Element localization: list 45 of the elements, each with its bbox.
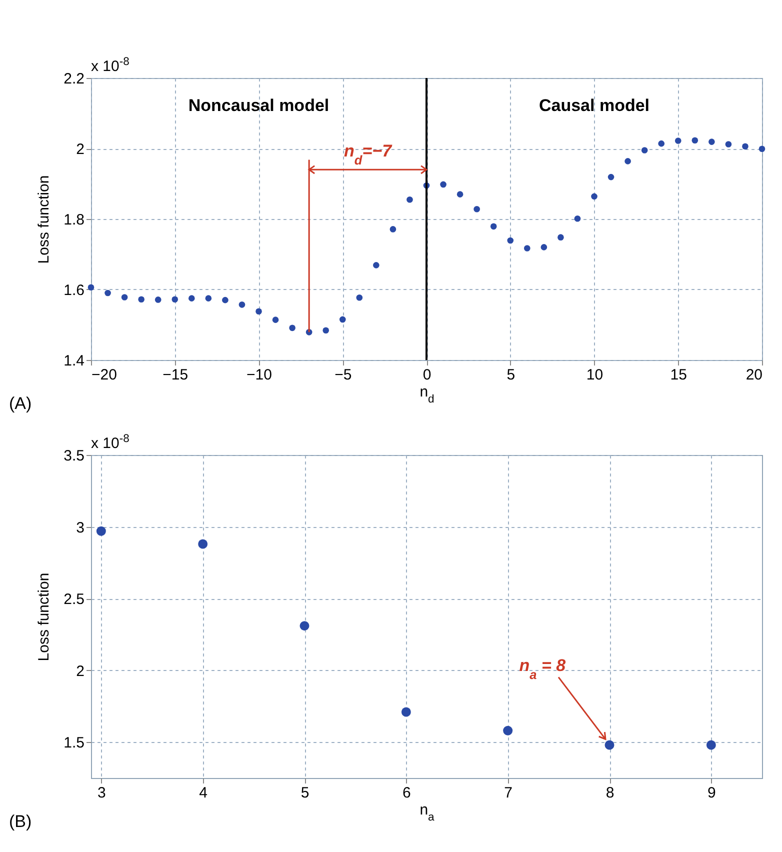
y-axis-title: Loss function	[36, 175, 53, 264]
point	[300, 621, 310, 631]
x-tick-label: 0	[422, 366, 432, 384]
y-tick-label: 3	[76, 519, 84, 536]
x-tick-label: 10	[586, 366, 604, 384]
text: (B)	[9, 812, 32, 831]
x-tick-label: 4	[199, 784, 208, 802]
annotation: n$_{a}$ = 8	[519, 656, 566, 682]
y-tick-label: 1.5	[64, 734, 84, 752]
y-tick-label: 2.5	[64, 591, 84, 608]
point	[401, 707, 411, 717]
x-tick-label: −5	[334, 366, 352, 384]
x-tick-label: 8	[606, 784, 614, 802]
y-tick-label: 1.8	[64, 212, 84, 228]
x-tick-label: −10	[246, 366, 272, 384]
x-tick-label: 5	[300, 784, 310, 802]
point	[706, 740, 716, 750]
x-tick-label: 20	[746, 366, 762, 384]
y-tick-label: 2	[76, 662, 84, 680]
annotation: Causal model	[538, 96, 650, 116]
x-tick-label: 5	[506, 366, 516, 384]
x-tick-label: 7	[504, 784, 513, 802]
x-tick-label: 15	[670, 366, 687, 384]
y-tick-label: 3.5	[64, 448, 84, 464]
x-tick-label: 3	[97, 784, 106, 802]
x-tick-label: 6	[402, 784, 411, 802]
text: x 10$^{-8}$	[91, 433, 130, 452]
y-tick-label: 2.2	[64, 70, 84, 88]
text: x 10$^{-8}$	[91, 56, 130, 75]
x-axis-title: n$_{d}$	[420, 384, 434, 406]
text: (A)	[9, 394, 32, 413]
y-tick-label: 2	[76, 141, 84, 158]
x-axis-title: n$_{a}$	[420, 802, 436, 824]
y-tick-label: 1.6	[64, 282, 84, 299]
annotation: Noncausal model	[188, 96, 330, 116]
x-tick-label: −20	[92, 366, 117, 384]
point	[604, 740, 614, 750]
ref-line-label: n$_{d}$=−7	[344, 142, 394, 168]
point	[198, 539, 208, 549]
x-tick-label: 9	[707, 784, 716, 802]
x-tick-label: −15	[162, 366, 188, 384]
y-axis-title: Loss function	[36, 572, 53, 662]
point	[96, 526, 106, 536]
y-tick-label: 1.4	[64, 352, 84, 370]
point	[503, 726, 513, 736]
